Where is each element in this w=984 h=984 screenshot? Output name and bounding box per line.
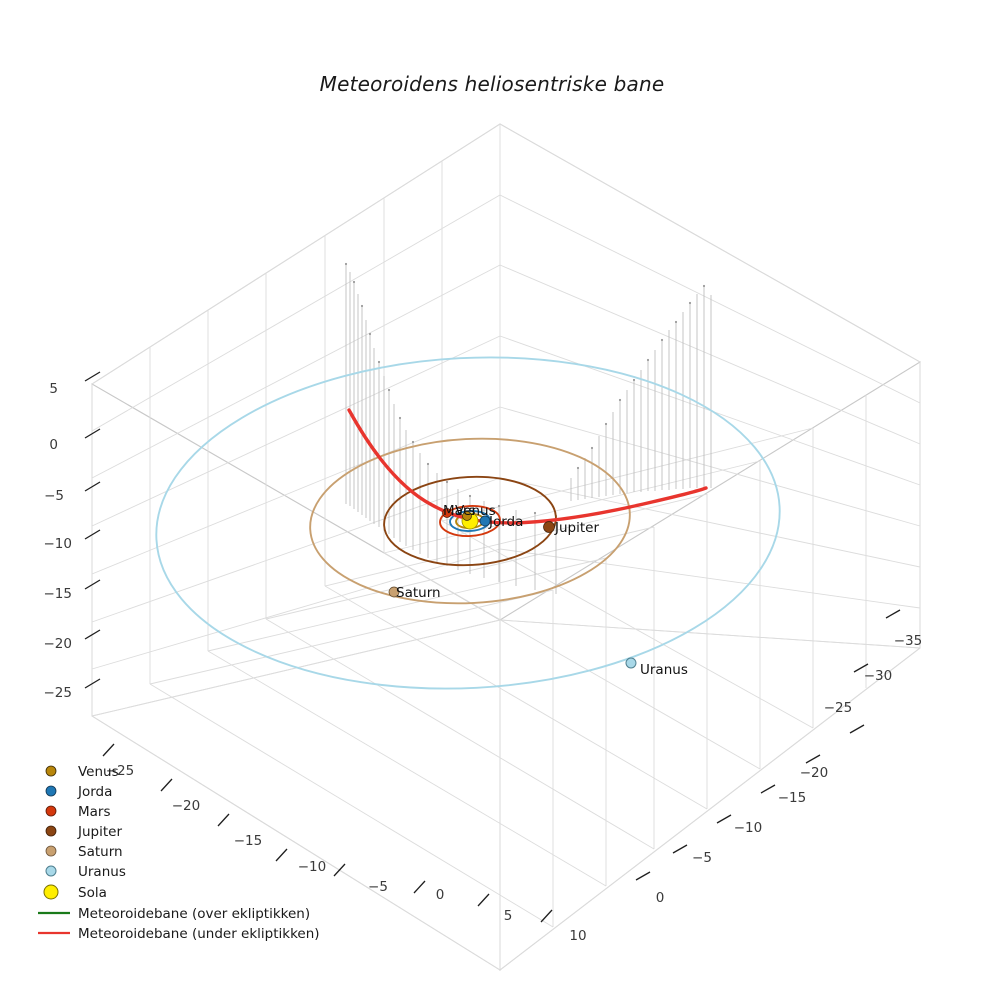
z-tick-6: −25 xyxy=(44,685,73,701)
body-saturn[interactable]: Saturn xyxy=(388,585,441,601)
x-tick-2: −15 xyxy=(234,833,263,849)
legend-item-under-ecliptic[interactable]: Meteoroidebane (under ekliptikken) xyxy=(38,926,320,942)
body-label-saturn: Saturn xyxy=(396,585,441,601)
x-tick-5: 0 xyxy=(436,887,445,903)
x-axis-ticks xyxy=(102,743,553,923)
orbit-saturn xyxy=(309,437,631,605)
y-tick-3: −15 xyxy=(778,790,807,806)
legend-label-under-ecliptic: Meteoroidebane (under ekliptikken) xyxy=(78,926,320,942)
orbit-jupiter xyxy=(383,475,557,567)
trajectory-under-ecliptic xyxy=(347,408,708,525)
legend-item-mars[interactable]: Mars xyxy=(45,804,111,820)
legend-label-uranus: Uranus xyxy=(78,864,126,880)
legend-item-sola[interactable]: Sola xyxy=(43,884,107,901)
z-axis-ticks xyxy=(84,371,101,689)
z-tick-0: 5 xyxy=(49,381,58,397)
y-tick-1: −5 xyxy=(692,850,712,866)
legend-label-jorda: Jorda xyxy=(77,784,112,800)
z-tick-5: −20 xyxy=(44,636,73,652)
body-jupiter[interactable]: Jupiter xyxy=(543,520,600,536)
drop-lines-right xyxy=(570,284,712,501)
grid-left-wall xyxy=(91,123,501,717)
body-label-jorda: Jorda xyxy=(488,514,523,530)
x-tick-7: 10 xyxy=(569,928,586,944)
legend-item-jorda[interactable]: Jorda xyxy=(45,784,112,800)
z-tick-3: −10 xyxy=(44,536,73,552)
legend-item-jupiter[interactable]: Jupiter xyxy=(45,824,122,840)
grid-right-wall xyxy=(499,123,921,970)
y-axis-ticks xyxy=(635,609,901,881)
body-label-uranus: Uranus xyxy=(640,662,688,678)
z-tick-1: 0 xyxy=(49,437,58,453)
legend-label-jupiter: Jupiter xyxy=(77,824,122,840)
y-tick-0: 0 xyxy=(656,890,665,906)
y-tick-7: −35 xyxy=(894,633,923,649)
legend-item-saturn[interactable]: Saturn xyxy=(45,844,123,860)
y-tick-6: −30 xyxy=(864,668,893,684)
legend-label-venus: Venus xyxy=(78,764,119,780)
x-tick-1: −20 xyxy=(172,798,201,814)
pane-back-left xyxy=(91,123,921,972)
y-tick-2: −10 xyxy=(734,820,763,836)
x-tick-0: −25 xyxy=(106,763,135,779)
orbit-uranus xyxy=(155,356,781,690)
body-label-venus: Venus xyxy=(455,503,496,519)
grid-floor xyxy=(91,427,921,971)
legend-label-over-ecliptic: Meteoroidebane (over ekliptikken) xyxy=(78,906,310,922)
y-tick-4: −20 xyxy=(800,765,829,781)
x-tick-6: 5 xyxy=(504,908,513,924)
legend-item-over-ecliptic[interactable]: Meteoroidebane (over ekliptikken) xyxy=(38,906,310,922)
x-tick-4: −5 xyxy=(368,879,388,895)
y-tick-labels: 0 −5 −10 −15 −20 −25 −30 −35 xyxy=(656,633,923,906)
y-tick-5: −25 xyxy=(824,700,853,716)
body-venus[interactable]: Venus xyxy=(455,503,496,521)
drop-lines-left xyxy=(344,262,558,594)
legend-label-mars: Mars xyxy=(78,804,111,820)
z-tick-4: −15 xyxy=(44,586,73,602)
legend-item-uranus[interactable]: Uranus xyxy=(45,864,126,880)
page-title: Meteoroidens heliosentriske bane xyxy=(319,72,665,96)
body-label-jupiter: Jupiter xyxy=(554,520,599,536)
legend-label-saturn: Saturn xyxy=(78,844,123,860)
legend-item-venus[interactable]: Venus xyxy=(45,764,119,780)
x-tick-3: −10 xyxy=(298,859,327,875)
body-uranus[interactable]: Uranus xyxy=(625,657,688,678)
z-tick-2: −5 xyxy=(44,488,64,504)
z-tick-labels: 5 0 −5 −10 −15 −20 −25 xyxy=(44,381,73,701)
orbit-mars xyxy=(439,504,501,538)
legend: Venus Jorda Mars Jupiter Saturn Uranus xyxy=(38,764,320,942)
legend-label-sola: Sola xyxy=(78,885,107,901)
x-tick-labels: −25 −20 −15 −10 −5 0 5 10 xyxy=(106,763,587,944)
body-jorda[interactable]: Jorda xyxy=(479,514,523,530)
